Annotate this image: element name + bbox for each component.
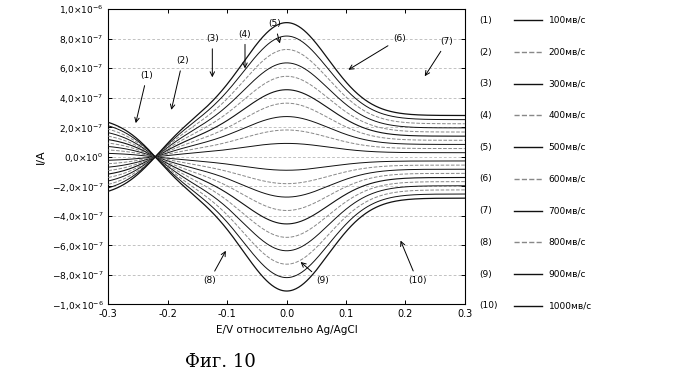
Text: 700мв/с: 700мв/с xyxy=(549,206,586,215)
Text: (5): (5) xyxy=(268,20,281,42)
Y-axis label: I/A: I/A xyxy=(36,149,46,164)
Text: (6): (6) xyxy=(479,175,491,183)
Text: (3): (3) xyxy=(206,34,219,76)
Text: (5): (5) xyxy=(479,143,491,152)
Text: 1000мв/с: 1000мв/с xyxy=(549,301,592,310)
Text: (8): (8) xyxy=(203,252,225,285)
Text: 600мв/с: 600мв/с xyxy=(549,175,586,183)
Text: 200мв/с: 200мв/с xyxy=(549,48,586,56)
Text: (3): (3) xyxy=(479,79,491,88)
Text: (4): (4) xyxy=(238,30,252,68)
Text: (7): (7) xyxy=(479,206,491,215)
Text: 300мв/с: 300мв/с xyxy=(549,79,586,88)
Text: (2): (2) xyxy=(171,56,189,109)
Text: 800мв/с: 800мв/с xyxy=(549,238,586,247)
Text: 900мв/с: 900мв/с xyxy=(549,270,586,279)
Text: (2): (2) xyxy=(479,48,491,56)
Text: (7): (7) xyxy=(425,37,454,75)
Text: 500мв/с: 500мв/с xyxy=(549,143,586,152)
Text: (6): (6) xyxy=(350,34,406,69)
Text: (9): (9) xyxy=(479,270,491,279)
Text: (10): (10) xyxy=(401,242,426,285)
Text: Фиг. 10: Фиг. 10 xyxy=(185,353,256,369)
Text: 100мв/с: 100мв/с xyxy=(549,16,586,25)
X-axis label: E/V относительно Ag/AgCl: E/V относительно Ag/AgCl xyxy=(216,325,357,335)
Text: (4): (4) xyxy=(479,111,491,120)
Text: (1): (1) xyxy=(135,71,153,122)
Text: 400мв/с: 400мв/с xyxy=(549,111,586,120)
Text: (1): (1) xyxy=(479,16,491,25)
Text: (9): (9) xyxy=(301,263,329,285)
Text: (8): (8) xyxy=(479,238,491,247)
Text: (10): (10) xyxy=(479,301,497,310)
